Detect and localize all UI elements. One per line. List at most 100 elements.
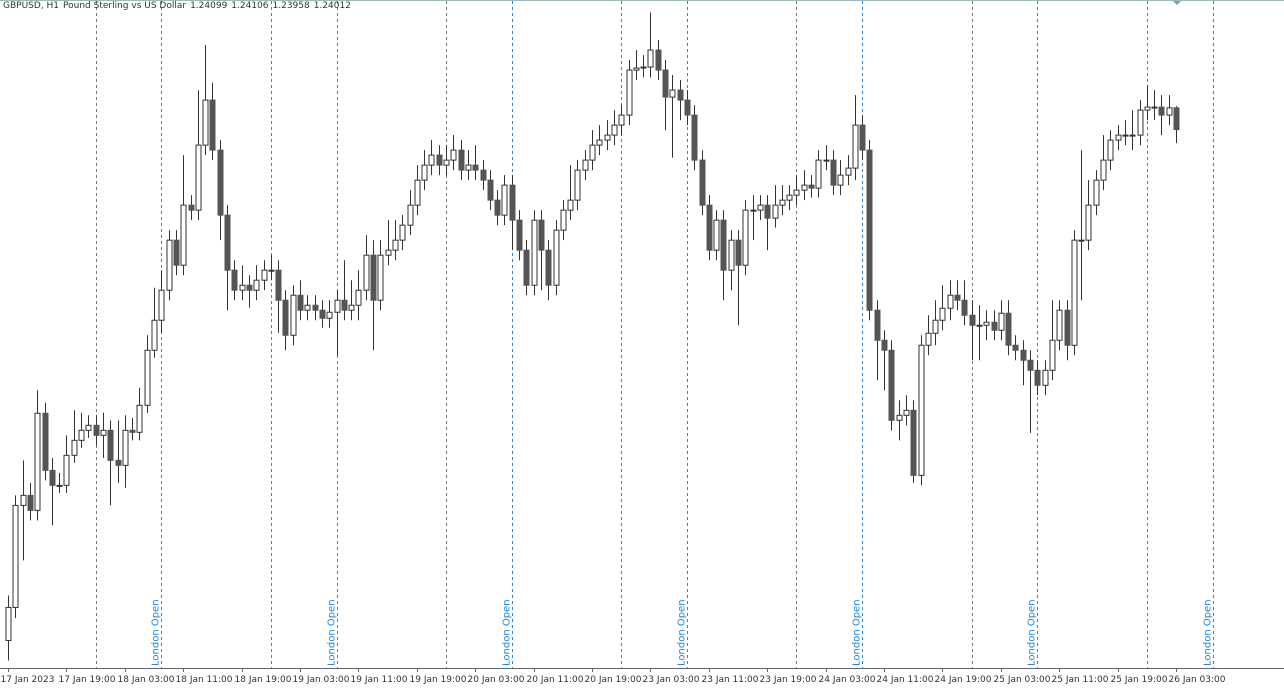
candle-body <box>1071 239 1078 346</box>
x-tick-label: 20 Jan 03:00 <box>468 675 525 685</box>
candle-body <box>355 289 362 306</box>
candle-body <box>881 339 888 351</box>
candle-body <box>450 149 457 161</box>
candle-body <box>954 294 961 301</box>
candle-body <box>647 49 654 68</box>
candle-body <box>144 349 151 406</box>
candle-body <box>326 311 333 319</box>
candle-body <box>837 174 844 186</box>
candle-body <box>1107 139 1114 161</box>
candle-body <box>312 304 319 311</box>
candle-body <box>801 184 808 191</box>
london-open-label: London Open <box>852 599 863 666</box>
candle-body <box>961 299 968 316</box>
candle-body <box>334 299 341 313</box>
candle-body <box>195 144 202 211</box>
candle-body <box>669 89 676 98</box>
candle-body <box>158 289 165 321</box>
candle-body <box>1085 204 1092 241</box>
london-open-label: London Open <box>327 599 338 666</box>
candle-body <box>1144 106 1151 111</box>
candle-body <box>71 439 78 456</box>
candle-body <box>742 209 749 266</box>
candle-body <box>290 294 297 336</box>
candle-body <box>1093 179 1100 206</box>
london-open-label: London Open <box>677 599 688 666</box>
candle-body <box>947 294 954 309</box>
candle-body <box>34 412 41 511</box>
candle-body <box>991 321 998 331</box>
candle-body <box>151 319 158 351</box>
candle-body <box>874 309 881 341</box>
candle-body <box>706 204 713 251</box>
candle-body <box>246 284 253 291</box>
candle-body <box>910 409 917 476</box>
candle-body <box>1137 109 1144 136</box>
candle-body <box>1042 369 1049 386</box>
london-open-label: London Open <box>1203 599 1214 666</box>
candle-body <box>830 159 837 186</box>
x-tick-label: 24 Jan 03:00 <box>819 675 876 685</box>
candle-body <box>779 199 786 206</box>
candle-body <box>903 409 910 416</box>
candle-body <box>20 494 27 506</box>
candle-body <box>107 429 114 461</box>
candle-body <box>764 204 771 219</box>
candle-body <box>582 159 589 171</box>
x-tick-label: 25 Jan 03:00 <box>994 675 1051 685</box>
candle-body <box>640 66 647 69</box>
candle-body <box>12 504 19 608</box>
candle-body <box>1151 106 1158 109</box>
candle-body <box>976 324 983 327</box>
candle-body <box>932 319 939 334</box>
candle-body <box>188 204 195 211</box>
x-tick-label: 17 Jan 2023 <box>1 675 55 685</box>
candle-body <box>793 189 800 196</box>
shift-marker <box>1173 1 1181 5</box>
last-low: 1.23958 <box>272 1 310 11</box>
london-open-label: London Open <box>1027 599 1038 666</box>
candle-body <box>896 414 903 421</box>
candle-body <box>282 299 289 336</box>
candle-body <box>633 67 640 71</box>
candle-body <box>100 429 107 436</box>
london-open-label: London Open <box>151 599 162 666</box>
candle-body <box>363 254 370 291</box>
candle-body <box>969 314 976 326</box>
candle-body <box>253 279 260 291</box>
candle-body <box>859 124 866 151</box>
candle-body <box>231 269 238 291</box>
candle-body <box>509 184 516 221</box>
candle-body <box>1034 369 1041 386</box>
candle-body <box>166 239 173 291</box>
candle-body <box>78 429 85 441</box>
candle-body <box>1100 159 1107 181</box>
x-tick-label: 18 Jan 19:00 <box>235 675 292 685</box>
candle-body <box>341 299 348 311</box>
candle-body <box>866 149 873 311</box>
candle-body <box>443 159 450 166</box>
candle-body <box>377 254 384 301</box>
candle-body <box>888 349 895 421</box>
candle-body <box>1005 312 1012 346</box>
x-tick-label: 18 Jan 11:00 <box>176 675 233 685</box>
candle-body <box>399 224 406 241</box>
x-tick-label: 20 Jan 19:00 <box>585 675 642 685</box>
candle-body <box>1020 349 1027 361</box>
candle-body <box>1056 309 1063 341</box>
candle-body <box>925 332 932 346</box>
candle-body <box>304 304 311 311</box>
candle-body <box>173 239 180 266</box>
candle-body <box>370 254 377 301</box>
x-tick-label: 24 Jan 11:00 <box>877 675 934 685</box>
candle-body <box>516 219 523 251</box>
x-tick-label: 17 Jan 19:00 <box>59 675 116 685</box>
london-open-label: London Open <box>502 599 513 666</box>
candle-body <box>392 239 399 251</box>
candle-body <box>918 344 925 476</box>
candle-body <box>567 199 574 211</box>
candle-body <box>662 69 669 98</box>
candle-body <box>122 429 129 466</box>
